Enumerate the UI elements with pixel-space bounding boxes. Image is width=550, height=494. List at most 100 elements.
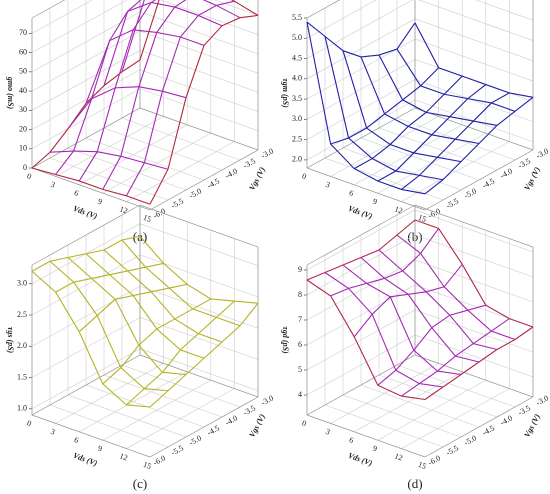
- z-tick-label: 6: [298, 340, 302, 349]
- z-tick-label: 4.5: [292, 53, 302, 62]
- z-tick-label: 40: [19, 86, 27, 95]
- axis-edge: [306, 354, 416, 416]
- grid-line: [306, 334, 534, 396]
- y-tick-label: -5.5: [170, 196, 185, 210]
- x-tick-label: 9: [97, 444, 104, 454]
- surface-line: [85, 29, 205, 104]
- axis-edge: [306, 167, 426, 211]
- grid-line: [31, 317, 259, 378]
- axis-edge: [306, 0, 341, 19]
- axis-edge: [31, 167, 151, 211]
- z-tick-label: 3.0: [17, 279, 27, 288]
- z-tick-label: 0: [23, 163, 27, 172]
- grid-line: [31, 69, 259, 130]
- z-tick-label: 3.0: [292, 114, 302, 123]
- surface-line: [396, 234, 516, 341]
- x-tick-label: 15: [142, 213, 153, 224]
- axis-edge: [139, 204, 259, 248]
- z-tick-label: 7: [298, 315, 302, 324]
- grid-line: [401, 238, 510, 449]
- grid-line: [414, 205, 534, 398]
- grid-line: [424, 0, 534, 211]
- surface-line: [31, 167, 151, 205]
- surface-line: [78, 283, 188, 333]
- grid-line: [102, 0, 212, 194]
- surface-line: [324, 272, 444, 388]
- surface-line: [49, 150, 169, 170]
- axis-edge: [139, 107, 259, 151]
- x-axis-label: Vds (V): [72, 204, 99, 221]
- surface-line: [360, 56, 480, 145]
- y-tick-label: -4.0: [224, 413, 239, 427]
- grid-line: [31, 30, 259, 92]
- z-axis-label: τgd (pS): [281, 326, 290, 354]
- grid-line: [31, 49, 259, 111]
- y-tick-label: -6.0: [152, 453, 167, 467]
- y-tick-label: -4.5: [206, 423, 221, 437]
- grid-line: [377, 230, 487, 441]
- grid-line: [306, 38, 534, 100]
- x-tick-label: 3: [49, 427, 56, 437]
- axis-edge: [149, 396, 259, 458]
- y-axis-label: Vgs (V): [247, 165, 267, 192]
- x-tick-label: 6: [348, 435, 355, 445]
- y-tick-label: -3.5: [517, 156, 532, 170]
- x-tick-label: 6: [348, 188, 355, 198]
- y-axis-label: Vgs (V): [522, 412, 542, 439]
- y-tick-label: -3.0: [260, 146, 275, 160]
- x-tick-label: 6: [73, 188, 80, 198]
- grid-line: [31, 348, 259, 410]
- z-tick-label: 1.5: [17, 372, 27, 381]
- axis-edge: [306, 414, 426, 458]
- surface-line: [49, 260, 169, 392]
- y-tick-label: -4.0: [499, 166, 514, 180]
- axis-edge: [414, 107, 534, 151]
- surface-line: [67, 257, 187, 376]
- y-tick-label: -4.5: [481, 423, 496, 437]
- surface-line: [324, 36, 444, 181]
- surface-line: [360, 257, 480, 363]
- surface-line: [424, 326, 534, 400]
- x-tick-label: 0: [301, 418, 308, 428]
- y-tick-label: -3.5: [242, 403, 257, 417]
- axis-edge: [149, 149, 259, 211]
- surface-line: [31, 270, 151, 408]
- x-tick-label: 9: [372, 197, 379, 207]
- y-tick-label: -5.5: [445, 196, 460, 210]
- surface-line: [377, 304, 486, 386]
- z-axis-label: τgs (pS): [6, 327, 15, 354]
- grid-line: [306, 0, 534, 59]
- axis-edge: [306, 204, 416, 266]
- z-tick-label: 9: [298, 265, 302, 274]
- grid-line: [31, 285, 259, 347]
- x-tick-label: 3: [49, 180, 56, 190]
- grid-line: [31, 254, 259, 316]
- z-tick-label: 30: [19, 105, 27, 114]
- grid-line: [306, 284, 534, 346]
- surface-line: [396, 48, 516, 112]
- y-tick-label: -3.0: [260, 393, 275, 407]
- x-axis-label: Vds (V): [72, 451, 99, 468]
- caption: (c): [133, 476, 147, 491]
- grid-line: [149, 0, 259, 211]
- z-tick-label: 4.0: [292, 74, 302, 83]
- x-tick-label: 15: [417, 460, 428, 471]
- axis-edge: [306, 107, 416, 169]
- surface-line: [67, 86, 187, 130]
- x-tick-label: 12: [393, 204, 404, 215]
- y-tick-label: -3.0: [535, 393, 550, 407]
- axis-edge: [31, 0, 66, 19]
- z-tick-label: 5.5: [292, 13, 302, 22]
- z-tick-label: 2.5: [292, 134, 302, 143]
- x-axis-label: Vds (V): [347, 204, 374, 221]
- y-axis-label: Vgs (V): [522, 165, 542, 192]
- axis-edge: [414, 204, 534, 248]
- x-axis-label: Vds (V): [347, 451, 374, 468]
- surface-line: [121, 0, 241, 73]
- y-tick-label: -4.0: [224, 166, 239, 180]
- x-tick-label: 12: [393, 451, 404, 462]
- y-tick-label: -3.5: [242, 156, 257, 170]
